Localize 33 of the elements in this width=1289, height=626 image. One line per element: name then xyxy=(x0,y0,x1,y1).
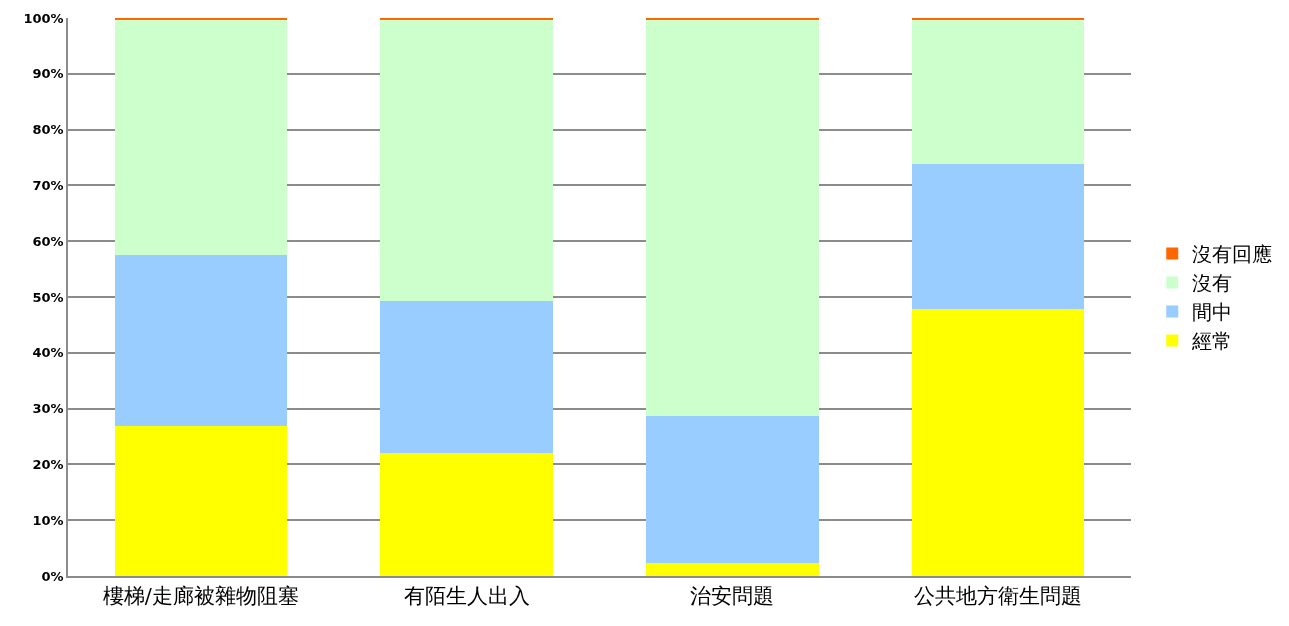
y-tick-label: 60% xyxy=(32,233,64,249)
y-tick-label: 30% xyxy=(32,401,64,417)
bar xyxy=(114,20,288,255)
y-tick-label: 0% xyxy=(41,568,64,584)
legend-label: 經常 xyxy=(1191,329,1233,354)
x-tick-label: 治安問題 xyxy=(690,583,775,608)
legend-label: 間中 xyxy=(1192,300,1233,325)
legend-label: 沒有回應 xyxy=(1192,242,1273,267)
bar xyxy=(646,20,819,416)
bar xyxy=(114,254,288,426)
y-tick-label: 50% xyxy=(32,289,64,305)
bar xyxy=(380,18,553,21)
bar xyxy=(911,309,1085,576)
bar xyxy=(911,20,1085,164)
y-tick-label: 90% xyxy=(32,66,64,82)
y-tick-label: 70% xyxy=(32,177,64,193)
y-tick-label: 100% xyxy=(23,10,64,26)
bar xyxy=(646,415,819,564)
bar xyxy=(380,20,553,301)
bar xyxy=(646,563,819,576)
bar xyxy=(380,300,553,453)
bar xyxy=(646,18,819,21)
x-tick-label: 公共地方衛生問題 xyxy=(914,583,1083,608)
y-tick-label: 10% xyxy=(32,512,64,528)
bar xyxy=(911,163,1085,310)
y-tick-label: 80% xyxy=(32,122,64,138)
x-tick-label: 有陌生人出入 xyxy=(403,583,530,608)
x-tick-label: 樓梯/走廊被雜物阻塞 xyxy=(102,583,299,608)
y-tick-label: 40% xyxy=(32,345,64,361)
y-tick-label: 20% xyxy=(32,456,64,472)
legend-label: 沒有 xyxy=(1192,271,1233,296)
bar xyxy=(380,452,553,576)
bar xyxy=(114,425,288,576)
